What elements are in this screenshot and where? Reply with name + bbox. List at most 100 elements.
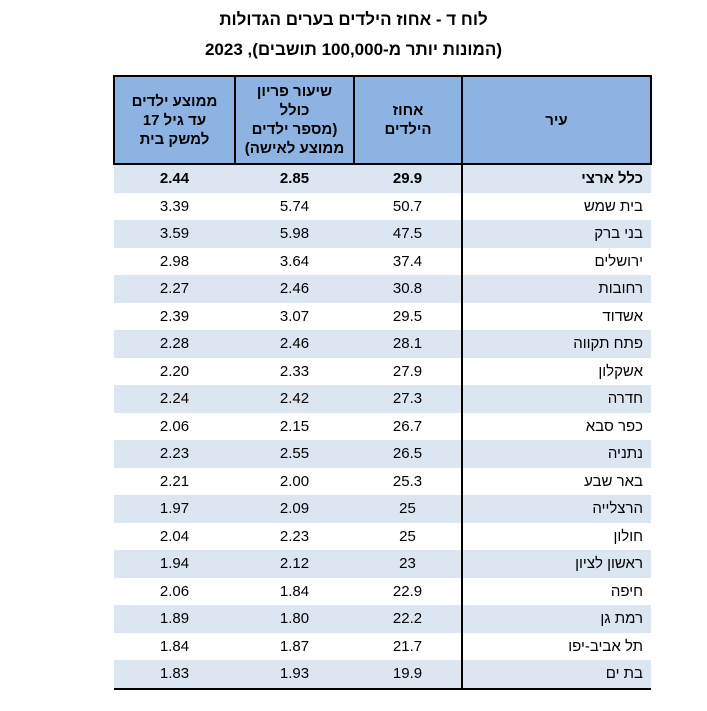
cell-fertility: 3.07: [279, 307, 310, 325]
cell-pct-children: 26.5: [392, 445, 423, 463]
cell-pct-children: 23: [399, 555, 416, 573]
cell-city: רמת גן: [461, 605, 651, 633]
cell-fertility: 1.84: [279, 582, 310, 600]
cell-pct-children: 25: [399, 527, 416, 545]
cell-city: ירושלים: [461, 247, 651, 275]
cell-city: בני ברק: [461, 220, 651, 248]
cell-pct-children: 27.9: [392, 362, 423, 380]
column-header-avg-children-per-household: ממוצע ילדים עד גיל 17 למשק בית: [113, 75, 236, 165]
page-title: לוח ד - אחוז הילדים בערים הגדולות: [219, 10, 488, 29]
cell-city: בת ים: [461, 660, 651, 690]
table-row: בת ים 19.9 1.93 1.83: [114, 660, 651, 690]
table-row: ירושלים 37.4 3.64 2.98: [114, 247, 651, 275]
cell-fertility: 5.98: [279, 225, 310, 243]
cell-pct-children: 27.3: [392, 390, 423, 408]
cell-fertility: 1.93: [235, 660, 354, 690]
cell-pct-children: 29.9: [392, 170, 423, 188]
cell-avg-children: 1.89: [159, 610, 190, 628]
cell-city: תל אביב-יפו: [461, 632, 651, 660]
cell-avg-children: 3.39: [159, 197, 190, 215]
table-row: נתניה 26.5 2.55 2.23: [114, 440, 651, 468]
table-row: אשדוד 29.5 3.07 2.39: [114, 302, 651, 330]
cell-avg-children: 2.27: [159, 280, 190, 298]
table-row: כלל ארצי 29.9 2.85 2.44: [114, 164, 651, 193]
cell-avg-children: 2.06: [159, 582, 190, 600]
cell-fertility: 2.12: [279, 555, 310, 573]
cell-pct-children: 25: [399, 500, 416, 518]
cell-pct-children: 28.1: [392, 335, 423, 353]
cell-city: חדרה: [461, 385, 651, 413]
cell-avg-children: 2.04: [159, 527, 190, 545]
table-row: חולון 25 2.23 2.04: [114, 522, 651, 550]
cell-pct-children: 30.8: [392, 280, 423, 298]
table-row: כפר סבא 26.7 2.15 2.06: [114, 412, 651, 440]
table-row: רמת גן 22.2 1.80 1.89: [114, 605, 651, 633]
cell-city: נתניה: [461, 440, 651, 468]
cell-avg-children: 1.94: [159, 555, 190, 573]
cell-pct-children: 37.4: [392, 252, 423, 270]
cell-avg-children: 2.98: [159, 252, 190, 270]
cell-city: כפר סבא: [461, 412, 651, 440]
cell-avg-children: 2.20: [159, 362, 190, 380]
cell-avg-children: 2.24: [159, 390, 190, 408]
table-row: באר שבע 25.3 2.00 2.21: [114, 467, 651, 495]
page-subtitle: (המונות יותר מ-100,000 תושבים), 2023: [204, 40, 503, 59]
cell-city: אשקלון: [461, 357, 651, 385]
cell-avg-children: 2.23: [159, 445, 190, 463]
column-header-pct-children: אחוז הילדים: [353, 75, 463, 165]
cell-pct-children: 21.7: [392, 637, 423, 655]
cell-fertility: 1.87: [279, 637, 310, 655]
cell-pct-children: 26.7: [392, 417, 423, 435]
table-body: כלל ארצי 29.9 2.85 2.44 בית שמש 50.7 5.74 3.39 ב…: [114, 164, 651, 690]
cell-city: כלל ארצי: [461, 164, 651, 193]
table-row: פתח תקווה 28.1 2.46 2.28: [114, 330, 651, 358]
cell-fertility: 2.00: [279, 472, 310, 490]
cell-fertility: 2.15: [279, 417, 310, 435]
header-row: עיר אחוז הילדים שיעור פריון כולל (מספר י…: [113, 75, 652, 165]
cell-fertility: 1.80: [279, 610, 310, 628]
cell-avg-children: 2.06: [159, 417, 190, 435]
table-row: חדרה 27.3 2.42 2.24: [114, 385, 651, 413]
cell-city: רחובות: [461, 275, 651, 303]
cell-avg-children: 2.44: [159, 170, 190, 188]
cell-city: בית שמש: [461, 192, 651, 220]
cell-city: חולון: [461, 522, 651, 550]
table-row: רחובות 30.8 2.46 2.27: [114, 275, 651, 303]
table-row: הרצלייה 25 2.09 1.97: [114, 495, 651, 523]
cell-avg-children: 1.84: [159, 637, 190, 655]
cell-fertility: 5.74: [279, 197, 310, 215]
cell-avg-children: 2.39: [159, 307, 190, 325]
cell-city: באר שבע: [461, 467, 651, 495]
cell-avg-children: 1.97: [159, 500, 190, 518]
children-percentage-table: עיר אחוז הילדים שיעור פריון כולל (מספר י…: [113, 75, 652, 690]
table-row: תל אביב-יפו 21.7 1.87 1.84: [114, 632, 651, 660]
cell-pct-children: 47.5: [392, 225, 423, 243]
cell-pct-children: 25.3: [392, 472, 423, 490]
cell-pct-children: 22.9: [392, 582, 423, 600]
cell-city: אשדוד: [461, 302, 651, 330]
cell-fertility: 2.33: [279, 362, 310, 380]
column-header-fertility-rate: שיעור פריון כולל (מספר ילדים ממוצע לאישה…: [234, 75, 355, 165]
cell-city: פתח תקווה: [461, 330, 651, 358]
table-row: בית שמש 50.7 5.74 3.39: [114, 192, 651, 220]
cell-city: הרצלייה: [461, 495, 651, 523]
cell-avg-children: 2.28: [159, 335, 190, 353]
cell-pct-children: 50.7: [392, 197, 423, 215]
table-row: ראשון לציון 23 2.12 1.94: [114, 550, 651, 578]
cell-fertility: 2.42: [279, 390, 310, 408]
cell-avg-children: 3.59: [159, 225, 190, 243]
table-row: חיפה 22.9 1.84 2.06: [114, 577, 651, 605]
cell-fertility: 2.55: [279, 445, 310, 463]
cell-city: ראשון לציון: [461, 550, 651, 578]
cell-fertility: 2.23: [279, 527, 310, 545]
cell-fertility: 3.64: [279, 252, 310, 270]
cell-fertility: 2.85: [279, 170, 310, 188]
cell-avg-children: 2.21: [159, 472, 190, 490]
cell-avg-children: 1.83: [114, 660, 235, 690]
cell-pct-children: 19.9: [354, 660, 462, 690]
cell-fertility: 2.46: [279, 335, 310, 353]
cell-fertility: 2.09: [279, 500, 310, 518]
table-row: בני ברק 47.5 5.98 3.59: [114, 220, 651, 248]
cell-fertility: 2.46: [279, 280, 310, 298]
